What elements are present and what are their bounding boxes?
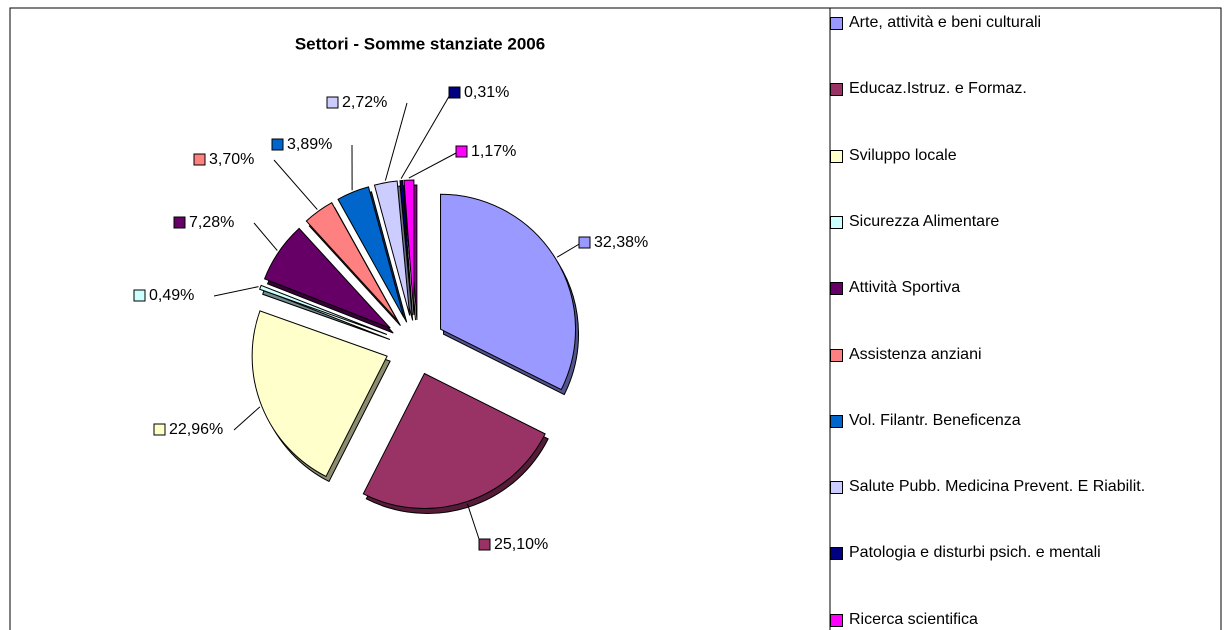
legend-item: Assistenza anziani [830,343,1210,367]
legend-item: Arte, attività e beni culturali [830,11,1210,35]
legend-swatch [830,613,843,627]
leader-line [233,406,261,431]
legend-label: Sicurezza Alimentare [849,212,1000,230]
legend-item: Patologia e disturbi psich. e mentali [830,541,1210,565]
legend-swatch [830,17,843,30]
legend-label: Ricerca scientifica [849,610,978,628]
legend-swatch [830,547,843,561]
data-label: 2,72% [342,94,387,111]
legend-label: Educaz.Istruz. e Formaz. [849,80,1027,98]
data-label: 0,49% [149,287,194,304]
leader-line [408,151,459,179]
legend-swatch [830,414,843,428]
legend-label: Attività Sportiva [849,279,961,297]
data-label: 7,28% [189,214,234,231]
legend-swatch [830,83,843,97]
legend-label: Arte, attività e beni culturali [849,14,1042,31]
leader-line [213,286,259,297]
legend-swatch [830,149,843,163]
legend-swatch [830,215,843,229]
legend-label: Salute Pubb. Medicina Prevent. E Riabili… [849,478,1146,496]
label-marker [153,423,166,436]
legend-label: Assistenza anziani [849,345,982,363]
data-label: 3,89% [287,136,332,153]
label-marker [173,216,186,229]
label-marker [193,153,206,166]
data-label: 32,38% [594,234,648,251]
legend-item: Sicurezza Alimentare [830,210,1210,234]
slice [305,202,398,322]
chart-title: Settori - Somme stanziate 2006 [295,34,545,53]
leader-line [384,102,408,181]
leader-line [466,503,482,546]
legend-item: Educaz.Istruz. e Formaz. [830,77,1210,101]
legend-label: Vol. Filantr. Beneficenza [849,411,1021,429]
label-marker [271,138,284,151]
leader-line [556,242,582,258]
label-marker [455,145,468,158]
slice [403,179,415,316]
data-label: 25,10% [494,536,548,553]
slice [337,186,405,318]
chart-frame [9,7,1222,630]
legend-swatch [830,481,843,495]
label-marker [326,96,339,109]
legend-swatch [830,348,843,362]
label-marker [478,538,491,551]
legend-item: Ricerca scientifica [830,608,1210,630]
leader-line [253,222,278,251]
label-marker [578,236,591,249]
slice [259,284,388,335]
leader-line [400,92,452,179]
legend: Arte, attività e beni culturali Educaz.Is… [830,0,1220,630]
data-label: 22,96% [169,421,223,438]
legend-label: Sviluppo locale [849,146,957,164]
slice [399,179,414,316]
label-marker [133,289,146,302]
slice [440,193,576,391]
data-label: 0,31% [464,84,509,101]
slice [263,227,391,329]
legend-item: Salute Pubb. Medicina Prevent. E Riabili… [830,475,1210,499]
legend-label: Patologia e disturbi psich. e mentali [849,544,1101,562]
leader-line [273,159,318,210]
slice [251,310,388,478]
legend-item: Attività Sportiva [830,276,1210,300]
legend-swatch [830,282,843,296]
slice [362,372,546,509]
legend-item: Sviluppo locale [830,144,1210,168]
data-label: 3,70% [209,151,254,168]
slice [373,180,411,316]
legend-item: Vol. Filantr. Beneficenza [830,409,1210,433]
data-label: 1,17% [471,143,516,160]
label-marker [448,86,461,99]
